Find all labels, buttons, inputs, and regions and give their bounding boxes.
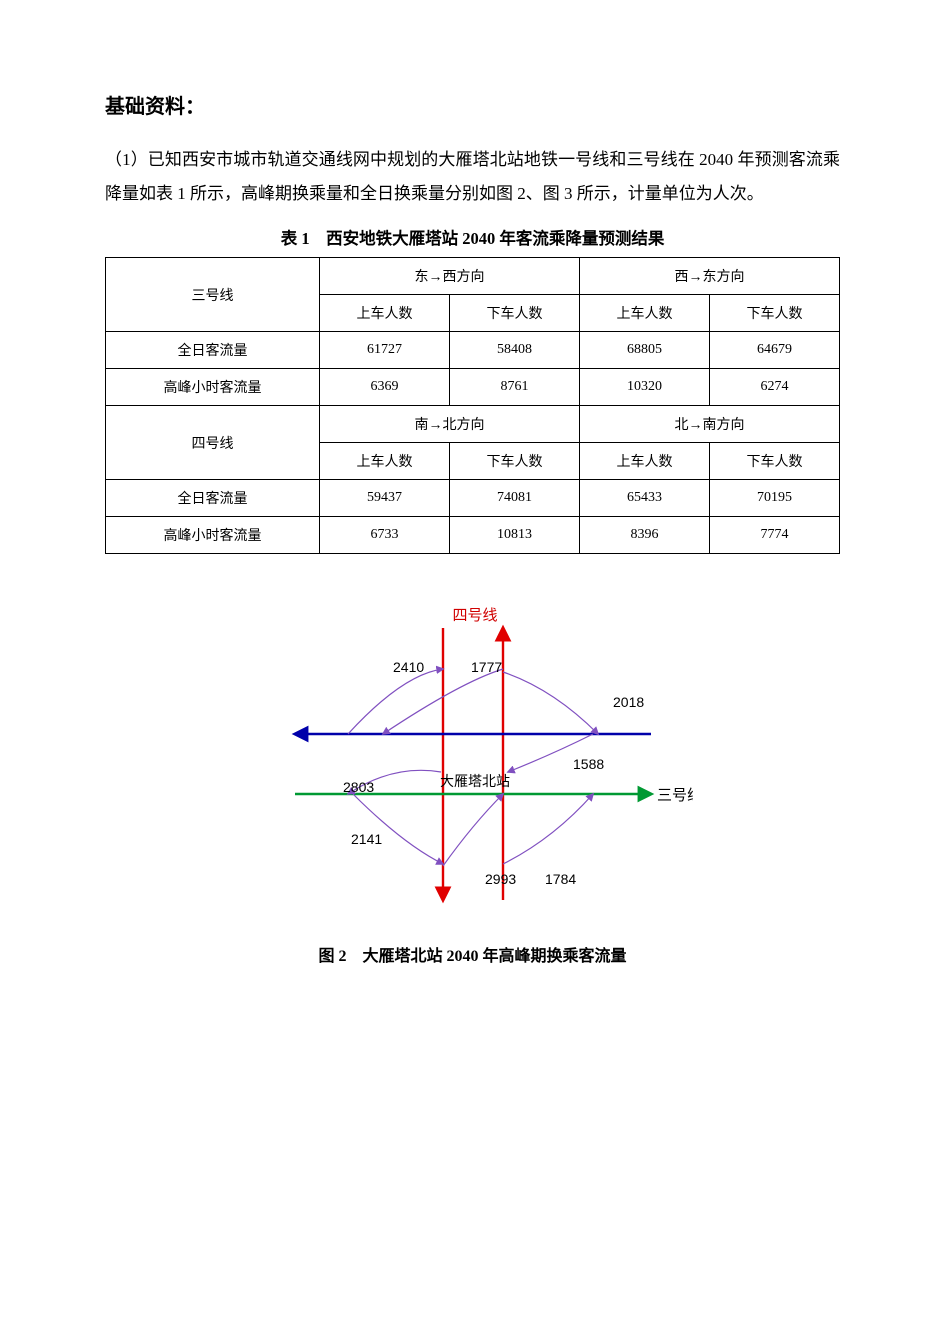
transfer-flow-svg: 四号线三号线 大雁塔北站 2410 1777 2018 1588 2803 2141 2993 1…	[253, 594, 693, 924]
line3-label: 三号线	[106, 258, 320, 332]
intro-paragraph: （1）已知西安市城市轨道交通线网中规划的大雁塔北站地铁一号线和三号线在 2040…	[105, 143, 840, 211]
figure2-diagram: 四号线三号线 大雁塔北站 2410 1777 2018 1588 2803 2141 2993 1…	[105, 594, 840, 924]
svg-text:2018: 2018	[613, 694, 644, 710]
table-row-line3-allday: 全日客流量 61727 58408 68805 64679	[106, 332, 840, 369]
dir-south-north: 南→北方向	[320, 406, 580, 443]
dir-west-east: 西→东方向	[580, 258, 840, 295]
svg-text:2993: 2993	[485, 871, 516, 887]
cell: 6274	[710, 369, 840, 406]
svg-text:1588: 1588	[573, 756, 604, 772]
row-label: 全日客流量	[106, 332, 320, 369]
passenger-flow-table: 三号线 东→西方向 西→东方向 上车人数 下车人数 上车人数 下车人数 全日客流…	[105, 257, 840, 554]
line4-label: 四号线	[106, 406, 320, 480]
svg-text:三号线: 三号线	[657, 787, 693, 804]
svg-text:2803: 2803	[343, 779, 374, 795]
col-board: 上车人数	[580, 295, 710, 332]
col-alight: 下车人数	[450, 295, 580, 332]
col-alight: 下车人数	[710, 443, 840, 480]
table-row-line3-header: 三号线 东→西方向 西→东方向	[106, 258, 840, 295]
cell: 8761	[450, 369, 580, 406]
svg-text:2141: 2141	[351, 831, 382, 847]
dir-north-south: 北→南方向	[580, 406, 840, 443]
cell: 6733	[320, 517, 450, 554]
svg-text:1777: 1777	[471, 659, 502, 675]
table-row-line4-peak: 高峰小时客流量 6733 10813 8396 7774	[106, 517, 840, 554]
cell: 61727	[320, 332, 450, 369]
row-label: 高峰小时客流量	[106, 369, 320, 406]
col-alight: 下车人数	[450, 443, 580, 480]
cell: 10320	[580, 369, 710, 406]
row-label: 高峰小时客流量	[106, 517, 320, 554]
table1-caption: 表 1 西安地铁大雁塔站 2040 年客流乘降量预测结果	[105, 225, 840, 249]
cell: 70195	[710, 480, 840, 517]
cell: 10813	[450, 517, 580, 554]
cell: 64679	[710, 332, 840, 369]
cell: 68805	[580, 332, 710, 369]
dir-east-west: 东→西方向	[320, 258, 580, 295]
row-label: 全日客流量	[106, 480, 320, 517]
col-board: 上车人数	[580, 443, 710, 480]
svg-text:大雁塔北站: 大雁塔北站	[440, 773, 510, 789]
col-board: 上车人数	[320, 443, 450, 480]
cell: 59437	[320, 480, 450, 517]
cell: 6369	[320, 369, 450, 406]
col-alight: 下车人数	[710, 295, 840, 332]
cell: 58408	[450, 332, 580, 369]
cell: 8396	[580, 517, 710, 554]
section-heading: 基础资料：	[105, 90, 840, 119]
table-row-line4-allday: 全日客流量 59437 74081 65433 70195	[106, 480, 840, 517]
figure2-caption: 图 2 大雁塔北站 2040 年高峰期换乘客流量	[105, 942, 840, 966]
svg-text:1784: 1784	[545, 871, 576, 887]
cell: 65433	[580, 480, 710, 517]
col-board: 上车人数	[320, 295, 450, 332]
table-row-line3-peak: 高峰小时客流量 6369 8761 10320 6274	[106, 369, 840, 406]
cell: 7774	[710, 517, 840, 554]
svg-text:2410: 2410	[393, 659, 424, 675]
cell: 74081	[450, 480, 580, 517]
svg-text:四号线: 四号线	[452, 607, 497, 624]
table-row-line4-header: 四号线 南→北方向 北→南方向	[106, 406, 840, 443]
